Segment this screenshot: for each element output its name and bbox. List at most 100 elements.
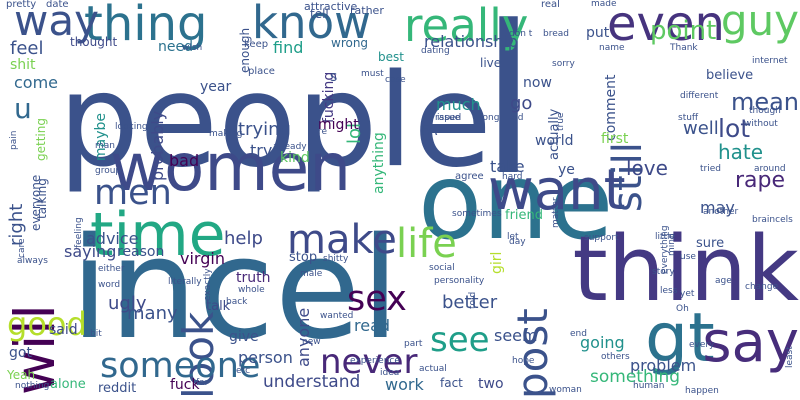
word-kind: kind bbox=[280, 151, 310, 165]
word-point: point bbox=[650, 18, 716, 44]
word-read: read bbox=[354, 318, 390, 334]
word-sex: sex bbox=[347, 282, 407, 317]
word-mind: mind bbox=[668, 233, 677, 256]
word-feel: feel bbox=[10, 40, 44, 58]
word-hate: hate bbox=[718, 142, 763, 162]
word-pretty: pretty bbox=[6, 0, 36, 10]
word-trying: trying bbox=[238, 121, 291, 139]
word-date: date bbox=[46, 0, 69, 10]
word-best: best bbox=[378, 51, 404, 63]
word-sure: sure bbox=[696, 237, 724, 250]
word-word: word bbox=[98, 281, 120, 290]
word-fa: FA bbox=[421, 124, 437, 138]
word-place: place bbox=[248, 67, 275, 77]
word-use: use bbox=[680, 253, 696, 262]
word-man: man bbox=[95, 142, 115, 151]
word-making: making bbox=[209, 130, 242, 139]
word-sorry: sorry bbox=[552, 60, 575, 69]
word-post: post bbox=[512, 308, 554, 399]
word-support: support bbox=[584, 234, 619, 243]
word-reason: reason bbox=[117, 245, 164, 259]
word-thank: Thank bbox=[670, 44, 698, 53]
word-wrong: wrong bbox=[331, 37, 368, 49]
word-men: men bbox=[94, 176, 172, 211]
word-first: first bbox=[601, 132, 628, 146]
word-nothing: nothing bbox=[15, 382, 49, 391]
word-world: world bbox=[535, 134, 574, 148]
word-probably: probably bbox=[150, 111, 166, 181]
word-literally: literally bbox=[168, 278, 202, 287]
word-case: case bbox=[385, 76, 406, 85]
word-kid: kid bbox=[510, 114, 523, 123]
word-guy: guy bbox=[721, 0, 799, 42]
word-name: name bbox=[599, 44, 625, 53]
word-shitty: shitty bbox=[323, 255, 348, 264]
word-virgin: virgin bbox=[180, 251, 225, 267]
word-maybe: maybe bbox=[94, 113, 108, 161]
word-seem: seem bbox=[494, 328, 538, 344]
word-try: try bbox=[250, 143, 272, 159]
word-experience: experience bbox=[350, 357, 400, 366]
word-human: human bbox=[633, 382, 664, 391]
word-story: story bbox=[652, 268, 675, 277]
word-happen: happen bbox=[685, 387, 719, 396]
word-long: long bbox=[480, 114, 499, 123]
word-exactly: exactly bbox=[204, 268, 213, 301]
word-find: find bbox=[273, 40, 303, 56]
word-part: part bbox=[404, 340, 422, 349]
word-looking: looking bbox=[115, 123, 148, 132]
word-male: male bbox=[300, 270, 322, 279]
word-keep: keep bbox=[244, 40, 268, 50]
word-shit: shit bbox=[10, 58, 36, 72]
word-internet: internet bbox=[752, 57, 788, 66]
word-year: year bbox=[200, 80, 231, 94]
word-believe: believe bbox=[706, 69, 753, 82]
word-put: put bbox=[586, 26, 609, 40]
word-another: another bbox=[703, 208, 738, 217]
word-already: already bbox=[273, 143, 307, 152]
word-help: help bbox=[224, 230, 263, 248]
word-different: different bbox=[680, 92, 718, 101]
word-sometimes: sometimes bbox=[452, 210, 502, 219]
word-true: true bbox=[557, 113, 566, 131]
word-stuff: stuff bbox=[678, 114, 698, 123]
word-u: u bbox=[14, 95, 32, 123]
word-getting: getting bbox=[35, 118, 47, 161]
word-yeah: Yeah bbox=[7, 369, 35, 381]
word-hard: hard bbox=[502, 173, 522, 182]
word-person: person bbox=[238, 350, 293, 366]
word-whole: whole bbox=[238, 286, 265, 295]
word-truth: truth bbox=[236, 271, 270, 285]
word-saying: saying bbox=[64, 244, 116, 260]
word-braincels: braincels bbox=[752, 216, 793, 225]
word-love: love bbox=[626, 158, 668, 178]
word-friend: friend bbox=[505, 209, 543, 222]
word-pain: pain bbox=[10, 131, 19, 150]
word-go: go bbox=[510, 95, 532, 113]
word-idea: idea bbox=[380, 369, 399, 378]
word-told: told bbox=[469, 292, 478, 309]
word-give: give bbox=[229, 330, 259, 344]
word-care: care bbox=[18, 238, 27, 258]
word-every: every bbox=[689, 341, 714, 350]
word-age: age bbox=[715, 277, 732, 286]
word-dating: dating bbox=[421, 47, 450, 56]
word-understand: understand bbox=[263, 374, 360, 391]
word-two: two bbox=[478, 377, 504, 391]
word-said: said bbox=[49, 323, 78, 337]
word-tried: tried bbox=[700, 165, 721, 174]
word-actual: actual bbox=[419, 365, 447, 374]
word-alone: alone bbox=[50, 378, 86, 391]
word-far: far bbox=[196, 379, 208, 388]
word-stop: stop bbox=[289, 251, 317, 264]
word-see: see bbox=[430, 323, 490, 357]
word-bread: bread bbox=[543, 30, 569, 39]
word-others: others bbox=[601, 353, 630, 362]
word-bad: bad bbox=[169, 153, 199, 169]
word-much: much bbox=[436, 97, 481, 113]
word-fact: fact bbox=[440, 377, 463, 389]
word-new: new bbox=[302, 338, 321, 347]
word-now: now bbox=[523, 76, 552, 90]
word-oh: Oh bbox=[676, 305, 689, 314]
